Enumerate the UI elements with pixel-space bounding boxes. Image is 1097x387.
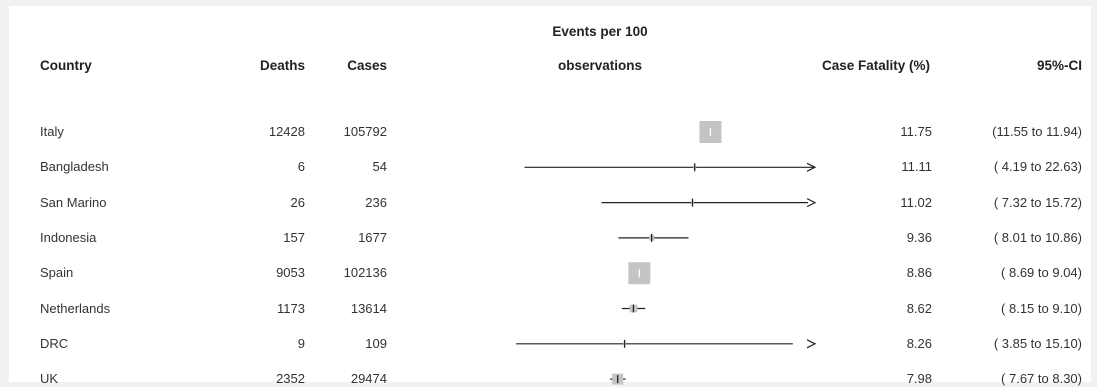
row-case-fatality: 7.98	[906, 371, 932, 387]
ci-arrow	[806, 339, 817, 349]
row-cases: 236	[365, 194, 387, 210]
row-ci: ( 7.32 to 15.72)	[993, 194, 1082, 210]
row-cases: 54	[372, 159, 387, 175]
row-deaths: 26	[290, 194, 305, 210]
ci-arrow	[806, 198, 817, 208]
header-case-fatality: Case Fatality (%)	[822, 58, 931, 73]
row-ci: ( 8.01 to 10.86)	[993, 229, 1082, 245]
row-deaths: 157	[283, 229, 305, 245]
row-ci: ( 7.67 to 8.30)	[1001, 371, 1082, 387]
row-case-fatality: 9.36	[906, 229, 932, 245]
row-country: Spain	[40, 265, 74, 281]
row-case-fatality: 8.86	[906, 265, 932, 281]
row-cases: 13614	[350, 300, 387, 316]
row-cases: 105792	[343, 124, 387, 139]
row-ci: ( 8.69 to 9.04)	[1001, 265, 1082, 281]
row-case-fatality: 11.11	[901, 159, 932, 175]
header-plot-line1: Events per 100	[552, 24, 648, 39]
row-case-fatality: 11.75	[900, 124, 932, 139]
row-country: Bangladesh	[40, 159, 109, 175]
row-country: DRC	[40, 335, 69, 351]
row-deaths: 9053	[276, 265, 305, 281]
row-ci: ( 4.19 to 22.63)	[993, 159, 1082, 175]
header-plot-line2: observations	[557, 58, 643, 73]
header-ci: 95%-CI	[1036, 58, 1082, 73]
row-cases: 109	[365, 335, 387, 351]
header-country: Country	[40, 58, 92, 73]
forest-plot-panel	[9, 6, 1091, 382]
header-deaths: Deaths	[259, 58, 305, 73]
row-case-fatality: 8.26	[906, 335, 932, 351]
header-cases: Cases	[347, 58, 387, 73]
row-cases: 102136	[343, 265, 387, 281]
row-deaths: 9	[297, 335, 305, 351]
row-ci: ( 8.15 to 9.10)	[1001, 300, 1082, 316]
row-country: San Marino	[40, 194, 107, 210]
row-deaths: 2352	[276, 371, 305, 387]
row-country: Italy	[40, 124, 64, 139]
row-ci: ( 3.85 to 15.10)	[993, 335, 1082, 351]
row-ci: (11.55 to 11.94)	[992, 124, 1082, 139]
row-cases: 29474	[350, 371, 387, 387]
row-country: UK	[40, 371, 59, 387]
row-deaths: 12428	[268, 124, 305, 139]
row-deaths: 6	[297, 159, 305, 175]
ci-arrow	[806, 162, 817, 172]
row-deaths: 1173	[277, 300, 305, 316]
row-case-fatality: 8.62	[906, 300, 932, 316]
row-country: Indonesia	[40, 229, 97, 245]
row-country: Netherlands	[40, 300, 111, 316]
row-case-fatality: 11.02	[900, 194, 932, 210]
row-cases: 1677	[358, 229, 387, 245]
